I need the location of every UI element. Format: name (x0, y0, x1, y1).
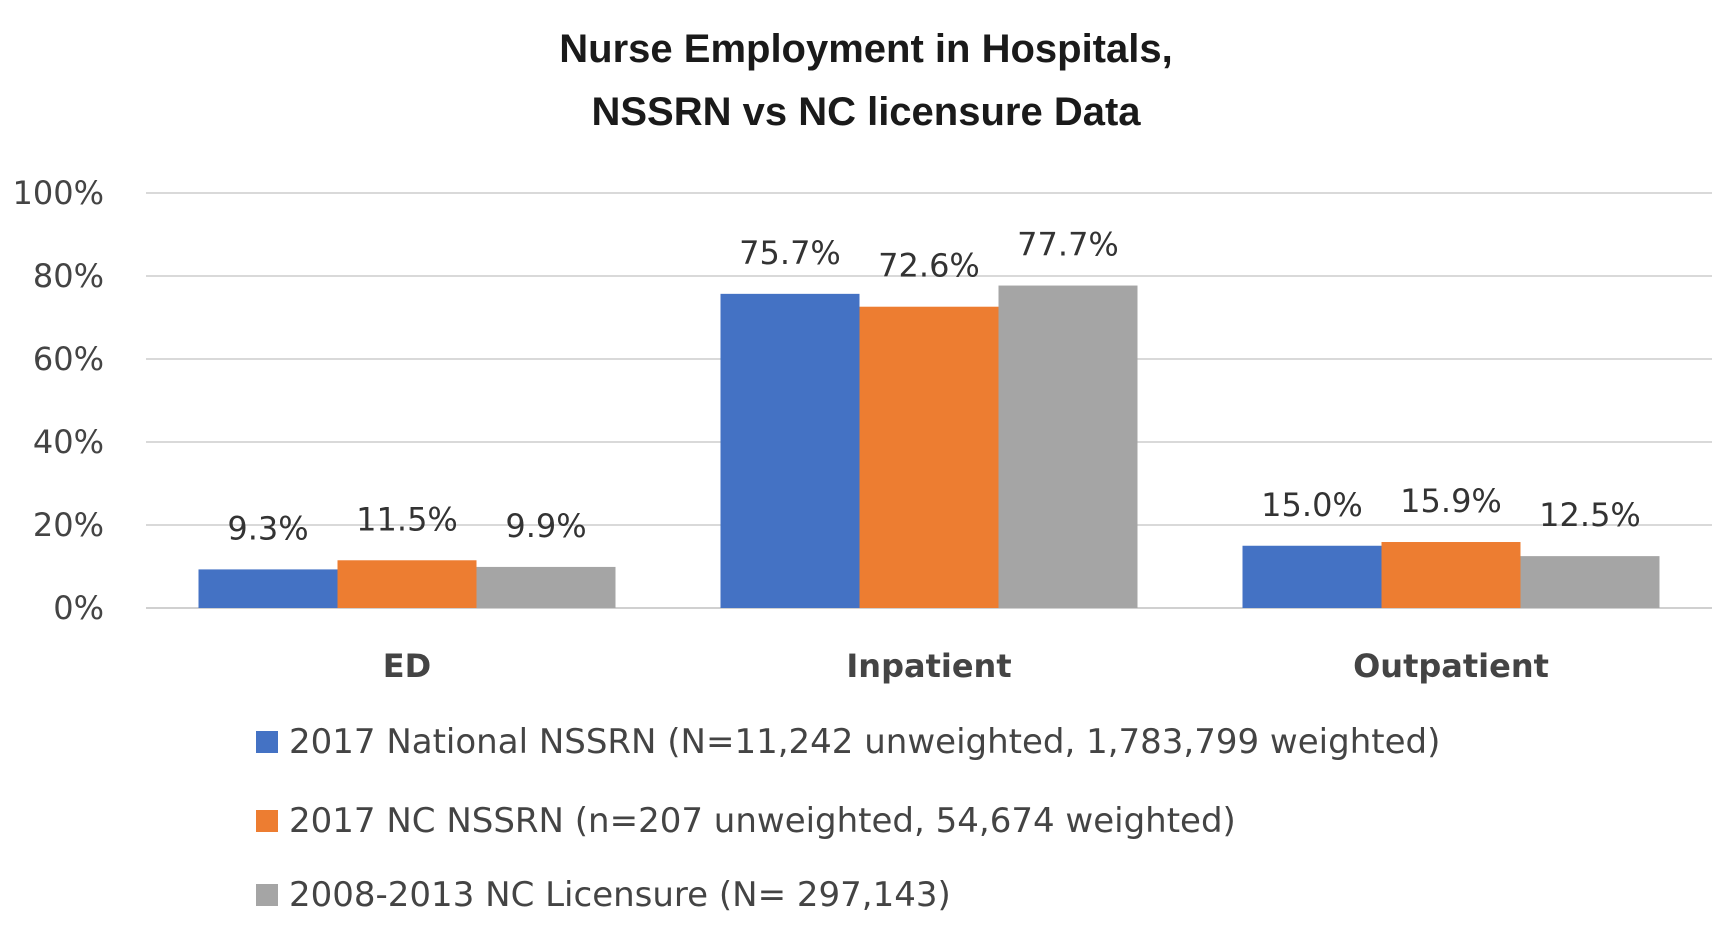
data-label: 11.5% (356, 500, 458, 538)
bar-ed-series-3 (476, 566, 616, 608)
data-label: 15.0% (1261, 486, 1363, 524)
data-label: 12.5% (1539, 496, 1641, 534)
y-tick-label: 0% (53, 589, 104, 627)
bar-outpatient-series-3 (1520, 556, 1660, 608)
data-label: 9.9% (505, 507, 586, 545)
y-tick-label: 60% (33, 340, 104, 378)
x-category-label: Outpatient (1353, 647, 1549, 685)
bar-inpatient-series-3 (998, 285, 1138, 608)
y-tick-label: 20% (33, 506, 104, 544)
x-category-label: ED (383, 647, 431, 685)
legend-label: 2017 NC NSSRN (n=207 unweighted, 54,674 … (289, 801, 1236, 841)
chart-title-line-2: NSSRN vs NC licensure Data (591, 90, 1141, 134)
chart-title-line-1: Nurse Employment in Hospitals, (559, 27, 1172, 71)
data-label: 77.7% (1017, 226, 1119, 264)
legend-swatch (256, 731, 278, 753)
legend-label: 2017 National NSSRN (N=11,242 unweighted… (289, 722, 1440, 762)
bar-outpatient-series-1 (1242, 545, 1382, 608)
bar-inpatient-series-1 (720, 293, 860, 608)
bar-ed-series-2 (337, 560, 477, 608)
bar-inpatient-series-2 (859, 306, 999, 608)
legend-swatch (256, 884, 278, 906)
x-category-label: Inpatient (846, 647, 1011, 685)
legend-swatch (256, 810, 278, 832)
bar-outpatient-series-2 (1381, 542, 1521, 608)
y-axis-ticks: 0% 20% 40% 60% 80% 100% (13, 174, 104, 627)
data-label: 15.9% (1400, 482, 1502, 520)
legend: 2017 National NSSRN (N=11,242 unweighted… (256, 722, 1440, 915)
bar-ed-series-1 (198, 569, 338, 608)
bars (198, 285, 1660, 608)
data-label: 9.3% (227, 509, 308, 547)
y-tick-label: 80% (33, 257, 104, 295)
data-label: 75.7% (739, 234, 841, 272)
x-axis-categories: ED Inpatient Outpatient (383, 647, 1549, 685)
y-tick-label: 100% (13, 174, 104, 212)
data-labels: 9.3% 11.5% 9.9% 75.7% 72.6% 77.7% 15.0% 15.9% 12… (227, 226, 1640, 548)
legend-label: 2008-2013 NC Licensure (N= 297,143) (289, 875, 951, 915)
y-tick-label: 40% (33, 423, 104, 461)
data-label: 72.6% (878, 247, 980, 285)
